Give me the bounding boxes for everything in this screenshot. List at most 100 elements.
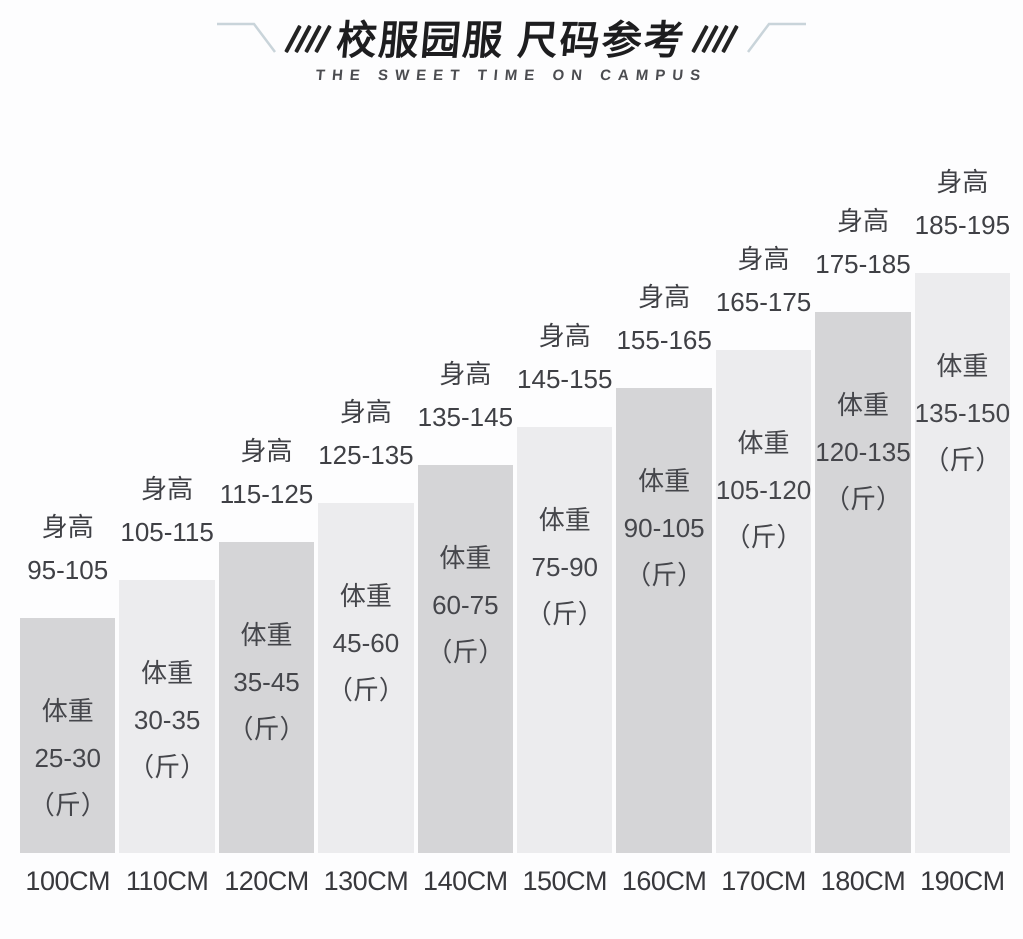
- height-label: 身高 125-135: [318, 391, 413, 477]
- weight-unit: （斤）: [625, 560, 704, 590]
- height-label-title: 身高: [41, 512, 94, 542]
- height-range: 95-105: [27, 555, 109, 585]
- axis-label: 140CM: [423, 866, 508, 896]
- height-label-title: 身高: [936, 167, 989, 197]
- right-hatch-marks-icon: [691, 24, 739, 54]
- weight-label-title: 体重: [41, 696, 94, 726]
- page-title: 校服园服 尺码参考: [334, 19, 688, 63]
- size-column-150cm: 身高 145-155 体重 75-90 （斤） 150CM: [517, 84, 612, 896]
- height-label: 身高 185-195: [915, 161, 1010, 247]
- size-column-190cm: 身高 185-195 体重 135-150 （斤） 190CM: [914, 84, 1011, 896]
- height-label: 身高 115-125: [220, 430, 314, 516]
- size-bar: 体重 75-90 （斤）: [517, 427, 613, 853]
- size-bar-chart: 身高 95-105 体重 25-30 （斤） 100CM 身高 105-115 …: [0, 84, 1023, 896]
- size-bar: 体重 25-30 （斤）: [20, 618, 116, 853]
- axis-label: 170CM: [721, 866, 806, 896]
- height-range: 165-175: [715, 287, 812, 317]
- height-range: 135-145: [417, 402, 514, 432]
- axis-label: 120CM: [224, 866, 309, 896]
- size-bar: 体重 105-120 （斤）: [715, 350, 812, 853]
- weight-unit: （斤）: [823, 484, 902, 514]
- weight-unit: （斤）: [227, 714, 306, 744]
- size-bar: 体重 45-60 （斤）: [318, 503, 414, 853]
- size-column-100cm: 身高 95-105 体重 25-30 （斤） 100CM: [20, 84, 116, 896]
- height-label-title: 身高: [141, 474, 194, 504]
- axis-label: 180CM: [820, 866, 906, 896]
- size-bar: 体重 30-35 （斤）: [119, 580, 215, 853]
- height-range: 105-115: [120, 517, 214, 547]
- weight-unit: （斤）: [525, 599, 604, 629]
- height-range: 155-165: [616, 325, 712, 355]
- axis-label: 110CM: [125, 866, 209, 896]
- weight-range: 105-120: [715, 475, 812, 505]
- axis-label: 130CM: [323, 866, 409, 896]
- weight-unit: （斤）: [923, 445, 1002, 475]
- height-range: 125-135: [318, 440, 414, 470]
- size-column-170cm: 身高 165-175 体重 105-120 （斤） 170CM: [715, 84, 812, 896]
- height-label: 身高 175-185: [815, 200, 910, 286]
- height-range: 145-155: [517, 364, 613, 394]
- weight-unit: （斤）: [128, 752, 207, 782]
- weight-range: 30-35: [133, 705, 201, 735]
- axis-label: 150CM: [522, 866, 607, 896]
- weight-range: 35-45: [233, 667, 300, 697]
- height-label-title: 身高: [439, 359, 492, 389]
- height-label-title: 身高: [638, 282, 691, 312]
- height-label-title: 身高: [339, 397, 392, 427]
- left-hatch-marks-icon: [284, 24, 332, 54]
- weight-label-title: 体重: [240, 620, 293, 650]
- size-column-120cm: 身高 115-125 体重 35-45 （斤） 120CM: [218, 84, 315, 896]
- weight-unit: （斤）: [724, 522, 803, 552]
- height-label: 身高 165-175: [716, 238, 811, 324]
- weight-range: 90-105: [623, 513, 705, 543]
- size-column-160cm: 身高 155-165 体重 90-105 （斤） 160CM: [616, 84, 712, 896]
- weight-range: 135-150: [914, 398, 1011, 428]
- height-range: 115-125: [219, 479, 314, 509]
- weight-label-title: 体重: [638, 466, 691, 496]
- size-bar: 体重 60-75 （斤）: [417, 465, 514, 853]
- size-column-130cm: 身高 125-135 体重 45-60 （斤） 130CM: [318, 84, 414, 896]
- weight-unit: （斤）: [426, 637, 505, 667]
- weight-range: 60-75: [432, 590, 499, 620]
- axis-label: 160CM: [621, 866, 707, 896]
- size-bar: 体重 135-150 （斤）: [914, 273, 1011, 853]
- size-bar: 体重 35-45 （斤）: [218, 542, 315, 853]
- weight-unit: （斤）: [28, 790, 107, 820]
- weight-label-title: 体重: [339, 581, 392, 611]
- size-column-180cm: 身高 175-185 体重 120-135 （斤） 180CM: [815, 84, 911, 896]
- size-bar: 体重 120-135 （斤）: [815, 312, 911, 853]
- size-column-140cm: 身高 135-145 体重 60-75 （斤） 140CM: [417, 84, 514, 896]
- height-label-title: 身高: [538, 321, 591, 351]
- right-decor-line: [747, 22, 807, 53]
- weight-range: 25-30: [34, 743, 101, 773]
- weight-unit: （斤）: [326, 675, 405, 705]
- weight-label-title: 体重: [737, 428, 790, 458]
- weight-label-title: 体重: [836, 390, 889, 420]
- weight-range: 120-135: [815, 437, 911, 467]
- height-label: 身高 95-105: [27, 506, 108, 592]
- weight-label-title: 体重: [439, 543, 492, 573]
- height-range: 175-185: [815, 249, 911, 279]
- weight-range: 45-60: [332, 628, 400, 658]
- size-column-110cm: 身高 105-115 体重 30-35 （斤） 110CM: [119, 84, 215, 896]
- weight-label-title: 体重: [141, 658, 194, 688]
- weight-label-title: 体重: [936, 351, 989, 381]
- axis-label: 100CM: [25, 866, 110, 896]
- height-label-title: 身高: [737, 244, 790, 274]
- page-subtitle: THE SWEET TIME ON CAMPUS: [315, 67, 708, 84]
- axis-label: 190CM: [920, 866, 1005, 896]
- left-decor-line: [216, 22, 276, 53]
- height-label: 身高 135-145: [418, 353, 513, 439]
- size-bar: 体重 90-105 （斤）: [616, 388, 712, 853]
- height-label: 身高 155-165: [616, 276, 711, 362]
- height-label: 身高 145-155: [517, 315, 612, 401]
- height-range: 185-195: [914, 210, 1011, 240]
- weight-range: 75-90: [531, 552, 598, 582]
- height-label: 身高 105-115: [120, 468, 214, 554]
- title-row: 校服园服 尺码参考: [0, 10, 1023, 64]
- weight-label-title: 体重: [538, 505, 591, 535]
- header: 校服园服 尺码参考 THE SWEET TIME ON CAMPUS: [0, 0, 1023, 84]
- height-label-title: 身高: [836, 206, 889, 236]
- height-label-title: 身高: [240, 436, 293, 466]
